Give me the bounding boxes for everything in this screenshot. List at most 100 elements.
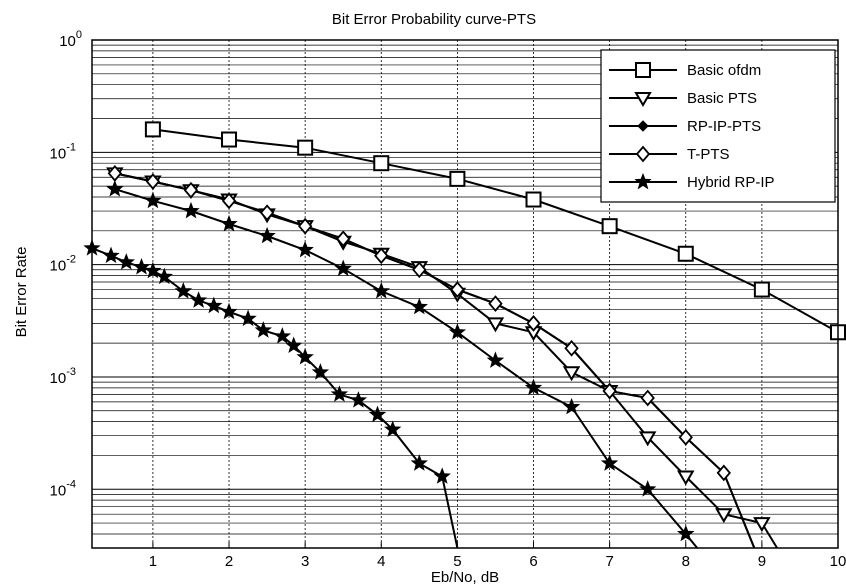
series-hybrid-rp-ip-point — [486, 351, 505, 368]
series-hybrid-rp-ip-tail-point — [410, 454, 428, 471]
series-t-pts-point — [145, 173, 161, 190]
series-hybrid-rp-ip-tail-point — [273, 327, 291, 344]
series-hybrid-rp-ip-point — [144, 191, 162, 209]
legend-item-basic-pts-label: Basic PTS — [687, 90, 757, 107]
series-hybrid-rp-ip-tail-point — [144, 261, 162, 279]
series-basic-ofdm-point — [601, 218, 618, 235]
series-t-pts-point — [412, 261, 427, 279]
series-hybrid-rp-ip-tail-point — [384, 420, 402, 437]
series-rp-ip-pts-line — [114, 172, 756, 549]
series-t-pts-point — [564, 339, 579, 357]
series-basic-pts-point — [715, 508, 733, 524]
series-hybrid-rp-ip-tail-point — [117, 253, 135, 270]
series-basic-pts-point — [638, 431, 657, 447]
legend-item-hybrid-rp-ip-marker — [634, 172, 652, 190]
series-t-pts-point — [259, 204, 275, 222]
x-tick-label: 2 — [225, 553, 233, 570]
series-hybrid-rp-ip-tail-point — [205, 296, 223, 314]
series-hybrid-rp-ip-point — [334, 259, 352, 277]
series-hybrid-rp-ip-point — [220, 214, 238, 232]
series-basic-pts-point — [753, 517, 771, 533]
series-basic-ofdm-point — [525, 191, 542, 208]
series-hybrid-rp-ip-tail-point — [330, 385, 349, 402]
series-hybrid-rp-ip-tail-point — [155, 267, 173, 285]
x-tick-label: 8 — [682, 553, 690, 570]
y-tick-labels: 100 10-1 10-2 10-3 10-4 — [50, 29, 82, 499]
series-hybrid-rp-ip-point — [258, 226, 276, 244]
series-t-pts-point — [221, 192, 237, 210]
series-t-pts-point — [640, 389, 655, 407]
series-hybrid-rp-ip-tail-point — [433, 467, 451, 484]
y-axis-label: Bit Error Rate — [13, 247, 30, 338]
series-hybrid-rp-ip-tail-line — [91, 247, 459, 549]
legend-item-rp-ip-pts-label: RP-IP-PTS — [687, 118, 761, 135]
series-basic-ofdm-point — [297, 139, 314, 156]
x-tick-label: 3 — [301, 553, 309, 570]
series-t-pts-point — [526, 314, 541, 332]
x-tick-label: 5 — [453, 553, 461, 570]
x-tick-labels: 1 2 3 4 5 6 7 8 9 10 — [149, 542, 846, 570]
x-tick-label: 9 — [758, 553, 766, 570]
series-basic-pts-point — [562, 366, 581, 382]
series-hybrid-rp-ip-tail-point — [174, 282, 193, 299]
series-hybrid-rp-ip-point — [639, 480, 657, 497]
series-hybrid-rp-ip-point — [296, 240, 314, 258]
y-tick-label: 10-2 — [50, 254, 76, 275]
series-t-pts-point — [374, 247, 389, 265]
x-tick-label: 6 — [529, 553, 537, 570]
series-hybrid-rp-ip-tail-point — [239, 309, 257, 327]
series-hybrid-rp-ip-point — [182, 201, 200, 219]
series-hybrid-rp-ip-point — [372, 282, 390, 299]
y-tick-label: 10-3 — [50, 366, 76, 387]
series-basic-ofdm-point — [144, 121, 161, 138]
series-t-pts-point — [297, 217, 313, 235]
series-hybrid-rp-ip-point — [448, 323, 467, 340]
series-markers — [83, 121, 846, 542]
legend-item-basic-ofdm-marker — [635, 62, 651, 78]
y-tick-label: 100 — [59, 29, 82, 50]
series-t-pts-line — [114, 172, 756, 549]
series-hybrid-rp-ip-point — [524, 378, 543, 396]
series-hybrid-rp-ip-point — [410, 297, 428, 315]
series-hybrid-rp-ip-tail-point — [368, 405, 387, 423]
series-hybrid-rp-ip-point — [677, 524, 695, 542]
series-t-pts-point — [183, 181, 199, 199]
series-basic-ofdm-point — [753, 281, 770, 298]
legend-item-rp-ip-pts-marker — [637, 120, 649, 132]
series-hybrid-rp-ip-tail-point — [220, 302, 238, 320]
series-hybrid-rp-ip-tail-point — [349, 391, 368, 408]
series-hybrid-rp-ip-tail-point — [132, 257, 151, 275]
series-t-pts-point — [488, 295, 503, 312]
chart-title: Bit Error Probability curve-PTS — [332, 11, 536, 28]
series-t-pts-point — [602, 382, 617, 400]
series-basic-ofdm-line — [152, 128, 839, 334]
legend: Basic ofdm Basic PTS RP-IP-PTS T-PTS Hybrid … — [600, 49, 836, 203]
legend-item-t-pts-marker — [635, 145, 651, 163]
series-basic-pts-point — [486, 317, 505, 333]
legend-item-hybrid-rp-ip-label: Hybrid RP-IP — [687, 174, 775, 191]
series-basic-ofdm-point — [449, 170, 466, 187]
series-hybrid-rp-ip-point — [562, 397, 581, 415]
series-hybrid-rp-ip-tail-point — [189, 291, 208, 308]
x-tick-label: 7 — [605, 553, 613, 570]
series-basic-ofdm-point — [221, 131, 238, 148]
y-tick-label: 10-4 — [50, 478, 76, 499]
series-hybrid-rp-ip-tail-point — [254, 321, 272, 338]
series-t-pts-point — [716, 464, 732, 482]
y-tick-label: 10-1 — [50, 141, 76, 162]
series-hybrid-rp-ip-tail-point — [102, 246, 120, 264]
series-hybrid-rp-ip-tail-point — [285, 336, 303, 354]
legend-item-basic-pts-marker — [634, 92, 652, 107]
legend-item-t-pts-label: T-PTS — [687, 146, 730, 163]
series-hybrid-rp-ip-tail-point — [296, 348, 314, 365]
series-basic-ofdm-point — [677, 245, 694, 262]
series-basic-pts-point — [677, 470, 695, 486]
series-t-pts-point — [336, 230, 351, 248]
series-hybrid-rp-ip-point — [600, 454, 619, 471]
series-basic-ofdm-point — [373, 155, 390, 172]
x-tick-label: 1 — [149, 553, 157, 570]
series-t-pts-point — [678, 428, 693, 446]
x-tick-label: 4 — [377, 553, 385, 570]
series-hybrid-rp-ip-point — [106, 179, 124, 197]
